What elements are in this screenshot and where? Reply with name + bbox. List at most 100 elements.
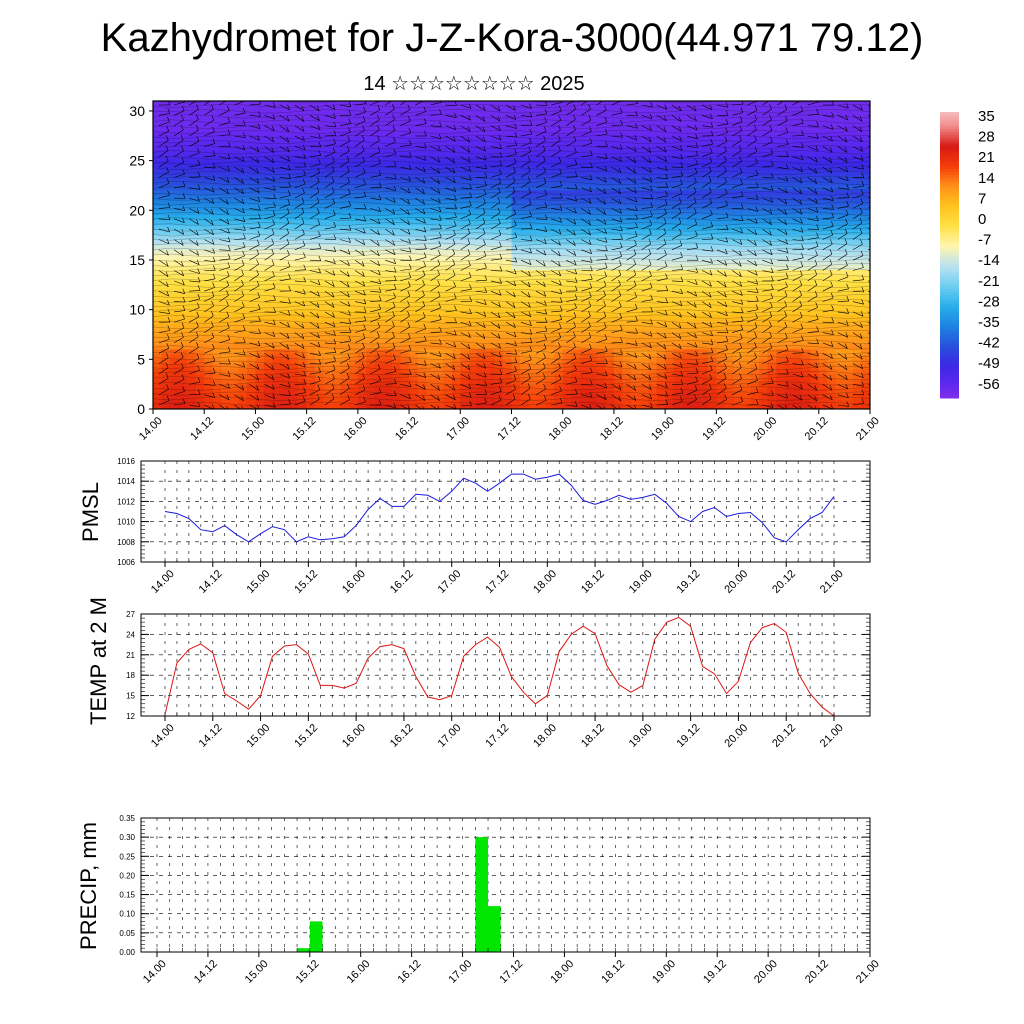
y-tick-label: 1016	[117, 457, 135, 466]
x-tick-label: 14.12	[197, 568, 225, 596]
x-tick-label: 19.00	[627, 722, 655, 750]
x-tick-label: 20.12	[770, 722, 798, 750]
colorbar-label: 28	[978, 129, 995, 146]
cs-x-tick-label: 20.00	[751, 415, 779, 443]
x-tick-label: 19.12	[675, 722, 703, 750]
precip-bar	[309, 921, 323, 952]
x-tick-label: 15.12	[292, 568, 320, 596]
x-tick-label: 14.12	[192, 958, 220, 986]
x-tick-label: 18.12	[579, 722, 607, 750]
y-tick-label: 0.15	[119, 891, 135, 900]
cs-y-tick-label: 30	[129, 103, 145, 119]
x-tick-label: 20.00	[752, 958, 780, 986]
x-tick-label: 19.00	[650, 958, 678, 986]
cs-y-tick-label: 25	[129, 153, 145, 169]
x-tick-label: 19.12	[701, 958, 729, 986]
y-tick-label: 15	[126, 692, 135, 701]
cs-x-tick-label: 17.12	[495, 415, 523, 443]
y-tick-label: 21	[126, 651, 135, 660]
cs-x-tick-label: 21.00	[854, 415, 882, 443]
x-tick-label: 20.00	[722, 568, 750, 596]
cs-x-tick-label: 15.00	[239, 415, 267, 443]
cs-y-tick-label: 10	[129, 302, 145, 318]
temperature-cross-section: 0 5 10 15 20 25 30 14.00 14.12 15.00 15.12 16.00 16…	[129, 100, 882, 443]
x-tick-label: 14.00	[141, 958, 169, 986]
x-tick-label: 17.12	[483, 722, 511, 750]
cs-x-tick-label: 18.12	[598, 415, 626, 443]
precip-bar	[475, 837, 488, 952]
colorbar-label: -14	[978, 252, 1000, 269]
x-tick-label: 18.00	[531, 568, 559, 596]
colorbar-label: -56	[978, 376, 1000, 393]
y-tick-label: 1008	[117, 538, 135, 547]
colorbar-label: -42	[978, 335, 1000, 352]
y-tick-label: 0.30	[119, 833, 135, 842]
x-tick-label: 16.12	[388, 722, 416, 750]
cs-y-tick-label: 5	[137, 351, 145, 367]
x-tick-label: 18.00	[531, 722, 559, 750]
x-tick-label: 16.00	[340, 568, 368, 596]
cs-x-tick-label: 16.00	[342, 415, 370, 443]
y-tick-label: 0.25	[119, 852, 135, 861]
colorbar-label: -49	[978, 355, 1000, 372]
cs-x-tick-label: 19.12	[700, 415, 728, 443]
x-tick-label: 14.00	[149, 568, 177, 596]
pmsl-frame	[140, 460, 871, 563]
colorbar-label: -35	[978, 314, 1000, 331]
y-tick-label: 0.05	[119, 929, 135, 938]
cs-x-tick-label: 20.12	[803, 415, 831, 443]
x-tick-label: 17.00	[446, 958, 474, 986]
colorbar-label: 14	[978, 170, 995, 187]
cs-x-tick-label: 15.12	[291, 415, 319, 443]
y-tick-label: 0.20	[119, 871, 135, 880]
x-tick-label: 15.00	[243, 958, 271, 986]
x-tick-label: 14.12	[197, 722, 225, 750]
x-tick-label: 20.00	[722, 722, 750, 750]
x-tick-label: 17.12	[483, 568, 511, 596]
x-tick-label: 15.00	[244, 722, 272, 750]
y-tick-label: 18	[126, 671, 135, 680]
x-tick-label: 16.12	[388, 568, 416, 596]
cs-x-tick-label: 17.00	[444, 415, 472, 443]
x-tick-label: 18.00	[548, 958, 576, 986]
x-tick-label: 20.12	[803, 958, 831, 986]
y-tick-label: 0.00	[119, 948, 135, 957]
precip-chart: 0.00 0.05 0.10 0.15 0.20 0.25 0.30 0.35 14.00 14…	[76, 814, 882, 986]
colorbar-label: 35	[978, 108, 995, 125]
colorbar-label: -21	[978, 273, 1000, 290]
precip-bar	[297, 948, 310, 952]
cs-y-tick-label: 15	[129, 252, 145, 268]
cs-y-tick-label: 0	[137, 401, 145, 417]
x-tick-label: 20.12	[770, 568, 798, 596]
temp-frame	[140, 613, 871, 717]
temp-2m-chart: 12 15 18 21 24 27 14.00 14.12 15.00 15.12 16.00 16…	[86, 597, 871, 750]
x-tick-label: 15.00	[244, 568, 272, 596]
temperature-colorbar: 35 28 21 14 7 0 -7 -14 -21 -28 -35 -42 -49 -56	[940, 108, 1000, 399]
x-tick-label: 16.12	[396, 958, 424, 986]
colorbar-label: 21	[978, 149, 995, 166]
x-tick-label: 14.00	[149, 722, 177, 750]
page-subtitle: 14 ☆☆☆☆☆☆☆☆ 2025	[363, 73, 585, 95]
pmsl-axis-label: PMSL	[78, 482, 103, 542]
precip-bar	[488, 906, 501, 952]
pmsl-chart: 1006 1008 1010 1012 1014 1016 14.00 14.12 15.00…	[78, 457, 871, 596]
y-tick-label: 0.10	[119, 910, 135, 919]
y-tick-label: 1012	[117, 497, 135, 506]
x-tick-label: 19.12	[675, 568, 703, 596]
temp-axis-label: TEMP at 2 M	[86, 597, 111, 725]
colorbar-label: -7	[978, 232, 991, 249]
cs-y-tick-label: 20	[129, 202, 145, 218]
cs-x-tick-label: 14.00	[137, 415, 165, 443]
x-tick-label: 21.00	[818, 568, 846, 596]
colorbar-label: -28	[978, 293, 1000, 310]
cs-x-tick-label: 14.12	[188, 415, 216, 443]
y-tick-label: 24	[126, 630, 135, 639]
colorbar-label: 0	[978, 211, 986, 228]
x-tick-label: 17.00	[436, 722, 464, 750]
cs-x-tick-label: 19.00	[649, 415, 677, 443]
y-tick-label: 1014	[117, 477, 135, 486]
x-tick-label: 15.12	[292, 722, 320, 750]
x-tick-label: 16.00	[345, 958, 373, 986]
page-title: Kazhydromet for J-Z-Kora-3000(44.971 79.…	[100, 16, 924, 60]
y-tick-label: 27	[126, 610, 135, 619]
